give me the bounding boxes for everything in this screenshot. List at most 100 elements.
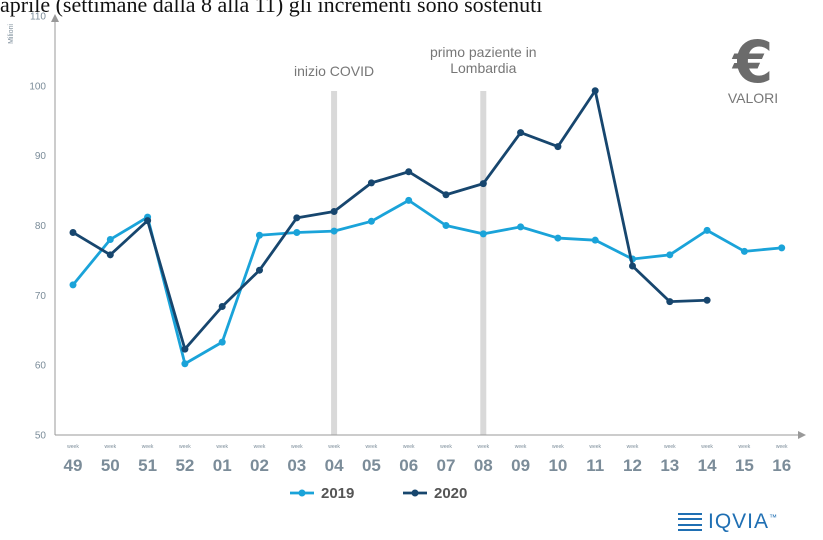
x-tick-week-word: week [142,444,154,450]
data-point-2019 [256,231,263,239]
x-tick-week-word: week [701,444,713,450]
data-point-2019 [591,236,599,244]
x-tick-week-word: week [366,444,378,450]
logo-lines-icon [678,513,702,531]
y-tick-label: 110 [30,12,46,23]
x-tick-label: 51 [138,456,157,475]
data-point-2019 [330,227,338,235]
x-tick-label: 01 [213,456,232,475]
y-tick-label: 90 [35,151,47,162]
event-marker-band [480,91,487,435]
data-point-2019 [517,223,525,231]
x-tick-label: 52 [175,456,194,475]
x-axis-arrow-icon [798,431,806,439]
y-tick-label: 100 [29,81,46,92]
header-text: aprile (settimane dalla 8 alla 11) gli i… [0,0,543,17]
x-tick-week-word: week [179,444,191,450]
x-tick-label: 12 [623,456,642,475]
x-tick-label: 08 [474,456,493,475]
x-tick-week-word: week [552,444,564,450]
x-tick-week-word: week [627,444,639,450]
data-point-2019 [69,281,77,289]
x-tick-label: 49 [64,456,83,475]
data-point-2019 [479,230,487,238]
x-tick-label: 05 [362,456,381,475]
iqvia-logo: IQVIA™ [678,510,778,534]
x-tick-label: 04 [325,456,344,475]
x-tick-label: 02 [250,456,269,475]
y-tick-label: 80 [35,221,47,232]
x-tick-label: 50 [101,456,120,475]
x-tick-week-word: week [67,444,79,450]
data-point-2019 [367,217,375,225]
legend-label: 2019 [321,485,354,502]
x-tick-week-word: week [216,444,228,450]
x-tick-label: 09 [511,456,530,475]
event-marker-label: Lombardia [450,60,516,76]
data-point-2019 [106,235,114,243]
y-tick-label: 60 [35,361,47,372]
x-tick-week-word: week [664,444,676,450]
data-point-2019 [181,360,189,368]
x-tick-label: 10 [548,456,567,475]
data-point-2020 [218,303,226,311]
x-tick-week-word: week [328,444,340,450]
x-tick-week-word: week [589,444,601,450]
data-point-2019 [778,244,786,252]
data-point-2020 [442,191,450,199]
x-tick-week-word: week [440,444,452,450]
logo-tm: ™ [769,513,779,522]
data-point-2019 [740,247,748,255]
data-point-2019 [218,338,226,346]
data-point-2020 [554,143,562,151]
event-marker-band [331,91,338,435]
legend-marker-2019 [298,489,306,497]
data-point-2020 [517,129,525,137]
data-point-2020 [666,298,674,306]
data-point-2020 [256,266,263,274]
logo-text: IQVIA [708,510,770,533]
data-point-2020 [144,217,152,225]
event-marker-label: primo paziente in [430,44,537,60]
data-point-2020 [106,251,114,259]
x-tick-label: 03 [287,456,306,475]
series-line-2019 [71,198,782,366]
x-tick-label: 13 [660,456,679,475]
data-point-2019 [666,251,674,259]
y-tick-label: 50 [35,431,47,442]
legend-marker-2020 [411,489,419,497]
x-tick-week-word: week [254,444,266,450]
x-tick-label: 14 [698,456,717,475]
x-tick-label: 11 [586,456,604,475]
x-tick-week-word: week [291,444,303,450]
x-tick-week-word: week [776,444,788,450]
x-tick-label: 06 [399,456,418,475]
data-point-2020 [181,345,189,353]
y-tick-label: 70 [35,291,47,302]
data-point-2019 [293,228,301,236]
data-point-2020 [330,208,338,216]
data-point-2019 [442,222,450,229]
x-tick-label: 16 [772,456,791,475]
y-unit-label: Milioni [8,24,15,44]
x-tick-week-word: week [477,444,489,450]
data-point-2020 [69,228,77,236]
data-point-2020 [405,168,413,176]
valori-label: VALORI [728,90,778,106]
legend-label: 2020 [434,485,467,502]
data-point-2019 [554,234,562,242]
data-point-2019 [405,196,413,204]
euro-icon: € [731,28,773,96]
data-point-2020 [367,179,375,187]
series-line-2020 [72,89,708,351]
data-point-2020 [629,262,636,270]
x-tick-week-word: week [739,444,751,450]
y-axis-arrow-icon [51,14,59,22]
data-point-2020 [703,296,711,304]
x-tick-week-word: week [515,444,527,450]
data-point-2019 [703,226,711,234]
x-tick-label: 15 [735,456,754,475]
data-point-2020 [293,214,301,222]
x-tick-week-word: week [403,444,415,450]
